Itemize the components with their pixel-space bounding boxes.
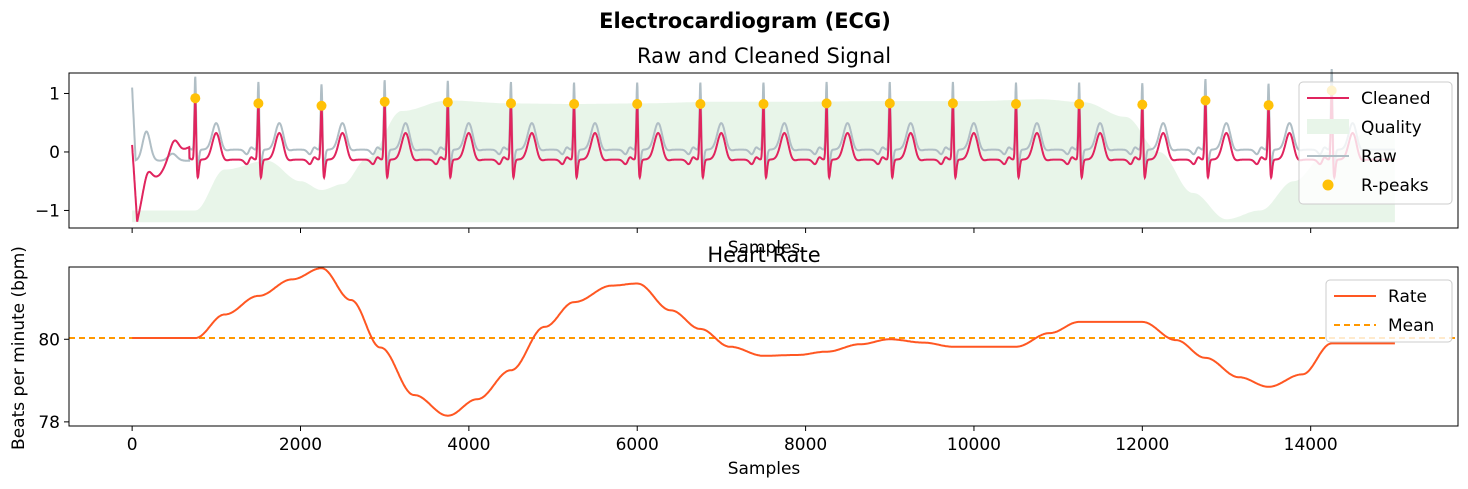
r-peak-point [947, 98, 958, 109]
panel1-legend-box [1298, 81, 1453, 205]
r-peaks-layer [190, 85, 1337, 111]
r-peak-point [1137, 99, 1148, 110]
panel2-xtick-label: 14000 [1284, 435, 1338, 455]
legend-quality-swatch [1307, 119, 1349, 134]
r-peak-point [316, 100, 327, 111]
panel2-xtick-label: 4000 [447, 435, 490, 455]
panel2-xtick-label: 6000 [616, 435, 659, 455]
r-peak-point [506, 98, 516, 109]
legend-cleaned-label: Cleaned [1361, 89, 1431, 109]
heart-rate-panel: Heart Rate 78 80 0 2000 4000 6000 8000 10000 120… [9, 243, 1459, 479]
r-peak-point [1263, 100, 1274, 111]
legend-rpeaks-label: R-peaks [1361, 176, 1429, 196]
panel1-ytick-label: 0 [49, 143, 60, 163]
panel2-legend: Rate Mean [1325, 279, 1453, 343]
r-peak-point [884, 98, 895, 109]
legend-rpeaks-swatch [1322, 179, 1334, 191]
r-peak-point [1011, 99, 1021, 109]
panel1-xlabel: Samples [728, 238, 801, 258]
r-peak-point [1200, 95, 1211, 106]
panel1-ytick-label: 1 [49, 84, 60, 104]
panel2-ytick-label: 78 [38, 413, 60, 433]
panel1-legend: Cleaned Quality Raw R-peaks [1298, 81, 1453, 205]
panel2-title: Heart Rate [707, 243, 820, 267]
r-peak-point [190, 93, 201, 104]
r-peak-point [821, 98, 832, 109]
panel1-axes: −1 0 1 [35, 72, 1459, 233]
panel1-frame [68, 72, 1459, 229]
panel2-xtick-label: 8000 [784, 435, 827, 455]
legend-rate-label: Rate [1388, 287, 1427, 307]
r-peak-point [695, 99, 706, 109]
rate-line [132, 267, 1395, 417]
r-peak-point [442, 97, 453, 108]
panel2-ytick-label: 80 [38, 330, 60, 350]
panel1-title: Raw and Cleaned Signal [637, 44, 891, 68]
raw-cleaned-panel: Raw and Cleaned Signal −1 0 1 Samples Clea… [35, 44, 1459, 258]
r-peak-point [379, 96, 390, 107]
panel2-ylabel: Beats per minute (bpm) [9, 246, 29, 450]
panel2-xtick-label: 0 [127, 435, 138, 455]
legend-raw-label: Raw [1361, 147, 1397, 167]
panel2-xlabel: Samples [728, 459, 801, 479]
legend-mean-label: Mean [1388, 316, 1434, 336]
legend-quality-label: Quality [1361, 118, 1422, 138]
panel2-xtick-label: 10000 [947, 435, 1001, 455]
figure-title: Electrocardiogram (ECG) [599, 9, 891, 33]
r-peak-point [632, 99, 643, 109]
raw-signal-layer [131, 69, 1395, 171]
r-peak-point [569, 99, 580, 109]
panel2-xtick-label: 2000 [279, 435, 322, 455]
r-peak-point [1074, 99, 1085, 109]
panel2-frame [68, 266, 1459, 427]
r-peak-point [758, 99, 769, 109]
panel2-axes: 78 80 0 2000 4000 6000 8000 10000 12000 14000 [38, 266, 1459, 455]
panel2-xtick-label: 12000 [1115, 435, 1169, 455]
rate-line-layer [132, 267, 1395, 417]
r-peak-point [253, 98, 264, 109]
panel1-ytick-label: −1 [35, 201, 60, 221]
raw-signal-line [131, 69, 1395, 171]
